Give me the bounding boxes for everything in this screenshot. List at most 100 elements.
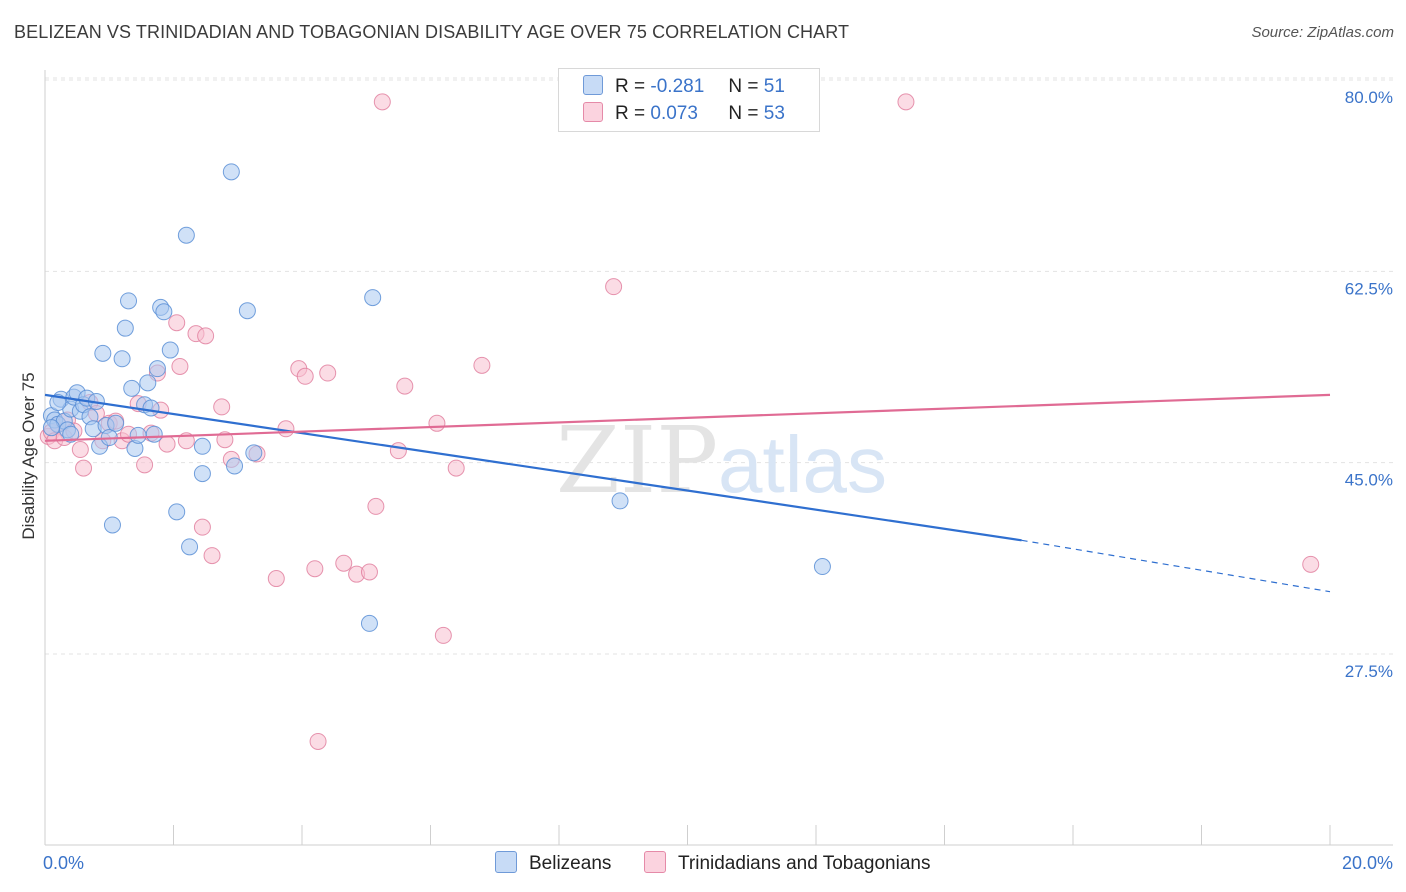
legend-n-value: 53: [763, 103, 785, 124]
legend-n-value: 51: [763, 76, 785, 97]
data-point-belizeans: [813, 558, 831, 576]
data-point-belizeans: [360, 614, 378, 632]
data-point-trinidadians: [296, 367, 314, 385]
data-point-belizeans: [123, 379, 141, 397]
y-axis-label: Disability Age Over 75: [19, 372, 38, 539]
data-point-trinidadians: [389, 442, 407, 460]
chart-title: BELIZEAN VS TRINIDADIAN AND TOBAGONIAN D…: [14, 22, 850, 42]
data-point-belizeans: [120, 292, 138, 310]
legend-row-trinidadians: R = 0.073 N = 53: [583, 102, 785, 126]
data-point-trinidadians: [473, 356, 491, 374]
data-point-belizeans: [193, 465, 211, 483]
legend-r-value: -0.281: [650, 76, 705, 97]
data-point-trinidadians: [434, 626, 452, 644]
data-point-trinidadians: [897, 93, 915, 111]
data-point-belizeans: [116, 319, 134, 337]
data-point-trinidadians: [1302, 555, 1320, 573]
data-point-trinidadians: [75, 459, 93, 477]
data-point-trinidadians: [197, 327, 215, 345]
legend-label-belizeans: Belizeans: [529, 853, 612, 874]
legend-swatch-pink: [583, 102, 603, 122]
series-legend: Belizeans Trinidadians and Tobagonians: [0, 851, 1406, 877]
data-point-trinidadians: [309, 732, 327, 750]
data-point-trinidadians: [319, 364, 337, 382]
legend-label-trinidadians: Trinidadians and Tobagonians: [678, 853, 931, 874]
data-point-trinidadians: [428, 414, 446, 432]
correlation-legend: R = -0.281 N = 51 R = 0.073 N = 53: [558, 68, 820, 132]
data-point-belizeans: [42, 419, 60, 437]
watermark-atlas: atlas: [718, 420, 887, 509]
legend-r-label: R =: [615, 103, 646, 124]
data-point-trinidadians: [605, 278, 623, 296]
source-credit: Source: ZipAtlas.com: [1251, 24, 1394, 41]
data-point-trinidadians: [213, 398, 231, 416]
data-point-belizeans: [49, 394, 67, 412]
data-point-belizeans: [245, 444, 263, 462]
legend-n-label: N =: [728, 76, 759, 97]
data-point-belizeans: [181, 538, 199, 556]
data-point-trinidadians: [193, 518, 211, 536]
data-point-trinidadians: [373, 93, 391, 111]
watermark-zip: ZIP: [556, 407, 718, 514]
watermark: ZIP atlas: [556, 407, 887, 514]
data-point-trinidadians: [267, 570, 285, 588]
axis-ticks: 27.5% 45.0% 62.5% 80.0% 0.0% 20.0%: [43, 88, 1393, 873]
data-point-belizeans: [62, 425, 80, 443]
data-point-belizeans: [107, 414, 125, 432]
data-point-belizeans: [94, 344, 112, 362]
x-tick-label-min: 0.0%: [43, 853, 84, 873]
legend-swatch-belizeans: [495, 851, 517, 873]
y-tick-label: 27.5%: [1345, 662, 1393, 681]
legend-row-belizeans: R = -0.281 N = 51: [583, 75, 785, 99]
data-point-trinidadians: [396, 377, 414, 395]
data-point-belizeans: [148, 360, 166, 378]
axes: [44, 70, 1393, 846]
trendline-belizeans-extension: [1021, 539, 1331, 593]
data-point-belizeans: [238, 302, 256, 320]
gridlines: [45, 77, 1393, 655]
trendline-belizeans: [44, 393, 1022, 542]
data-point-trinidadians: [216, 431, 234, 449]
legend-n-label: N =: [728, 103, 759, 124]
legend-item-trinidadians: Trinidadians and Tobagonians: [644, 851, 930, 875]
trendline-trinidadians: [44, 393, 1331, 442]
legend-swatch-trinidadians: [644, 851, 666, 873]
data-point-belizeans: [364, 289, 382, 307]
data-point-belizeans: [611, 492, 629, 510]
data-point-belizeans: [226, 457, 244, 475]
y-tick-label: 80.0%: [1345, 88, 1393, 107]
data-point-belizeans: [222, 163, 240, 181]
data-point-trinidadians: [168, 314, 186, 332]
series-belizeans-points: [42, 163, 831, 632]
data-point-trinidadians: [136, 456, 154, 474]
series-trinidadians-points: [39, 93, 1320, 750]
legend-swatch-blue: [583, 75, 603, 95]
y-tick-label: 45.0%: [1345, 471, 1393, 490]
data-point-belizeans: [168, 503, 186, 521]
data-point-trinidadians: [447, 459, 465, 477]
data-point-trinidadians: [203, 547, 221, 565]
data-point-belizeans: [129, 426, 147, 444]
data-point-belizeans: [139, 374, 157, 392]
data-point-belizeans: [161, 341, 179, 359]
data-point-trinidadians: [306, 560, 324, 578]
data-point-belizeans: [155, 303, 173, 321]
data-point-belizeans: [177, 226, 195, 244]
data-point-trinidadians: [171, 357, 189, 375]
data-point-trinidadians: [71, 441, 89, 459]
data-point-belizeans: [145, 425, 163, 443]
x-tick-label-max: 20.0%: [1342, 853, 1393, 873]
data-point-trinidadians: [335, 554, 353, 572]
data-point-trinidadians: [277, 420, 295, 438]
legend-r-value: 0.073: [650, 103, 698, 124]
legend-r-label: R =: [615, 76, 646, 97]
data-point-belizeans: [193, 437, 211, 455]
trendlines: [44, 393, 1331, 593]
legend-item-belizeans: Belizeans: [495, 851, 611, 875]
data-point-trinidadians: [367, 497, 385, 515]
data-point-trinidadians: [360, 563, 378, 581]
data-point-belizeans: [142, 399, 160, 417]
data-point-belizeans: [103, 516, 121, 534]
data-point-belizeans: [113, 350, 131, 368]
